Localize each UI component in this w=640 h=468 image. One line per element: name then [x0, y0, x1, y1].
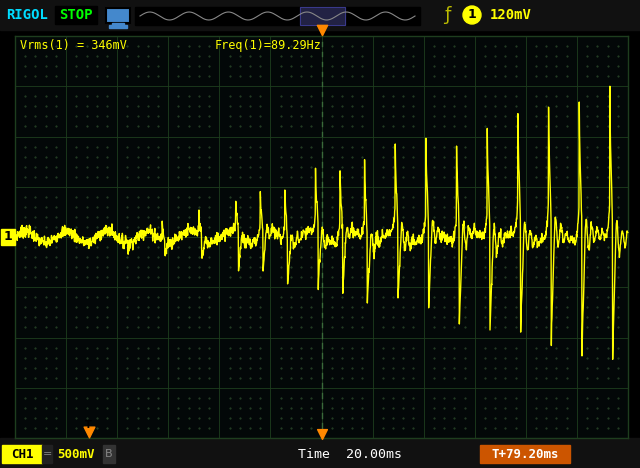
Bar [109, 25, 127, 28]
Bar [1, 229, 15, 245]
Text: 1: 1 [468, 8, 476, 22]
Text: RIGOL: RIGOL [6, 8, 48, 22]
Text: 1: 1 [4, 231, 12, 243]
Text: T+79.20ms: T+79.20ms [492, 447, 559, 461]
Bar [300, 7, 345, 25]
Text: Vrms(1) = 346mV: Vrms(1) = 346mV [20, 39, 127, 52]
Text: Time  20.00ms: Time 20.00ms [298, 447, 402, 461]
Circle shape [463, 6, 481, 24]
Text: T: T [85, 420, 92, 430]
Bar [103, 445, 115, 463]
Text: CH1: CH1 [11, 447, 33, 461]
Bar [112, 23, 124, 27]
Bar [106, 8, 130, 23]
Point [316, 430, 326, 438]
Text: Freq(1)=89.29Hz: Freq(1)=89.29Hz [215, 39, 322, 52]
Bar [15, 36, 628, 438]
Bar [106, 8, 130, 23]
Text: =: = [42, 449, 52, 459]
Text: STOP: STOP [60, 8, 93, 22]
Text: ƒ: ƒ [444, 6, 450, 24]
Text: B: B [105, 449, 113, 459]
Point [83, 428, 93, 436]
Bar [0, 438, 640, 468]
Text: 120mV: 120mV [490, 8, 532, 22]
Point [317, 26, 327, 34]
Bar [480, 445, 570, 463]
Text: 500mV: 500mV [57, 447, 95, 461]
Bar [135, 7, 420, 25]
Bar [55, 6, 97, 24]
Bar [0, 0, 640, 30]
Bar [2, 445, 42, 463]
Bar [42, 445, 52, 463]
Bar [300, 7, 345, 25]
